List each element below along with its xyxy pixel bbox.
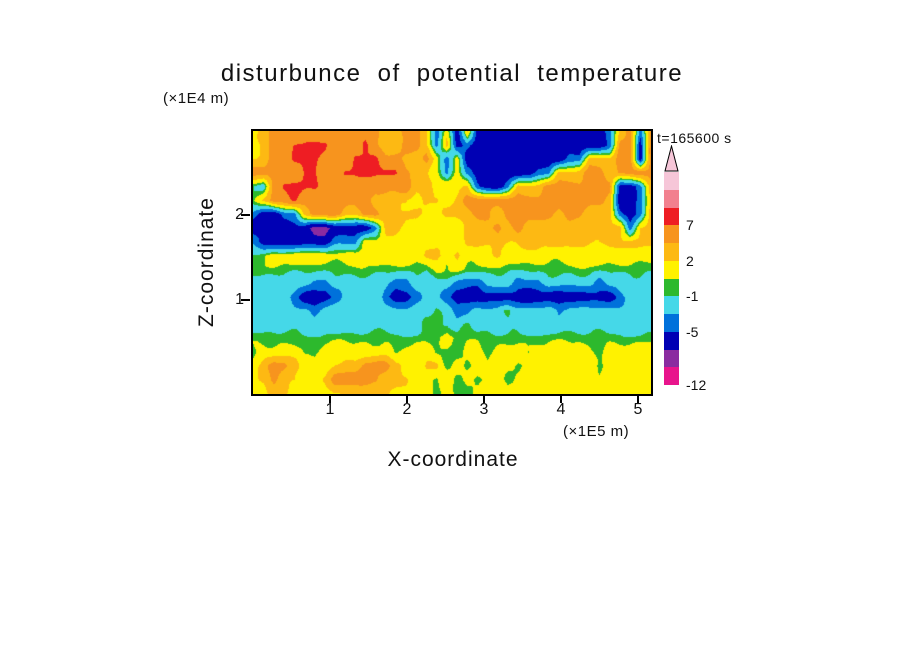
x-tick-label: 4: [556, 401, 566, 418]
x-tick-mark: [329, 396, 331, 403]
colorbar-label: -12: [686, 377, 707, 393]
x-tick-mark: [483, 396, 485, 403]
x-tick-label: 2: [402, 401, 412, 418]
colorbar-segment: [664, 314, 679, 332]
plot-title: disturbunce of potential temperature: [220, 60, 684, 87]
y-axis-unit: (×1E4 m): [163, 90, 230, 107]
colorbar-segment: [664, 243, 679, 261]
y-axis-label: Z-coordinate: [195, 197, 218, 327]
colorbar-arrow-icon: [664, 145, 679, 172]
colorbar-segment: [664, 278, 679, 297]
colorbar-segment: [664, 331, 679, 350]
colorbar-segment: [664, 367, 679, 385]
colorbar-label: 2: [686, 252, 694, 269]
time-annotation: t=165600 s: [657, 130, 732, 146]
heatmap-canvas: [253, 131, 651, 394]
y-tick-mark: [241, 214, 250, 216]
x-axis-unit: (×1E5 m): [563, 423, 630, 440]
colorbar-segment: [664, 207, 679, 226]
x-tick-label: 1: [325, 401, 335, 418]
colorbar-segment: [664, 172, 679, 190]
colorbar-label: -1: [686, 288, 699, 305]
x-tick-label: 5: [633, 401, 643, 418]
colorbar-segment: [664, 260, 679, 279]
x-tick-label: 3: [479, 401, 489, 418]
colorbar-label: -5: [686, 323, 699, 340]
y-tick-mark: [241, 299, 250, 301]
colorbar-segment: [664, 296, 679, 314]
x-tick-mark: [637, 396, 639, 403]
y-tick-label: 2: [235, 206, 244, 223]
x-axis-label: X-coordinate: [387, 448, 519, 471]
x-tick-mark: [560, 396, 562, 403]
colorbar-segment: [664, 349, 679, 368]
colorbar-segment: [664, 225, 679, 243]
colorbar-segments: [664, 172, 679, 385]
colorbar-segment: [664, 189, 679, 208]
y-tick-label: 1: [235, 291, 244, 308]
x-tick-mark: [406, 396, 408, 403]
plot-area: [251, 129, 653, 396]
colorbar-label: 7: [686, 217, 694, 234]
